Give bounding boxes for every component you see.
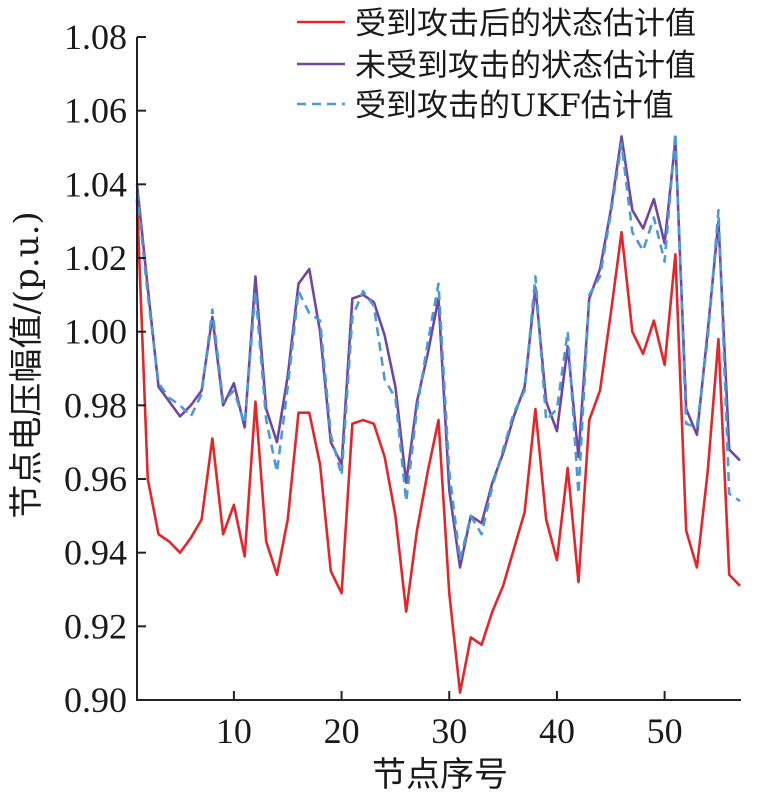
series-layer [135,131,741,694]
y-tick-label: 1.02 [64,238,127,278]
y-axis-title: 节点电压幅值/(p.u.) [7,211,47,518]
legend-label-attacked-estimate: 受到攻击后的状态估计值 [355,6,696,42]
x-axis-title: 节点序号 [372,755,508,794]
x-tick-label: 20 [324,711,360,751]
y-tick-label: 1.06 [64,91,127,131]
legend-label-ukf-estimate: 受到攻击的UKF估计值 [355,88,674,124]
y-tick-label: 1.08 [64,17,127,57]
x-tick-labels: 10 20 30 40 50 [216,711,683,751]
y-tick-labels: 0.90 0.92 0.94 0.96 0.98 1.00 1.02 1.04 1.06 1.08 [64,17,127,720]
x-tick-label: 30 [431,711,467,751]
y-tick-label: 0.96 [64,459,127,499]
series-line-attacked-estimate [135,199,741,694]
tick-marks [137,36,666,701]
series-line-unattacked-estimate [135,135,741,569]
y-tick-label: 1.04 [64,164,127,204]
series-line-ukf-estimate [135,131,741,562]
legend-label-unattacked-estimate: 未受到攻击的状态估计值 [355,48,696,84]
x-tick-label: 10 [216,711,252,751]
y-tick-label: 0.90 [64,680,127,720]
x-tick-label: 40 [539,711,575,751]
y-tick-label: 0.98 [64,385,127,425]
y-tick-label: 0.94 [64,533,127,573]
y-tick-label: 1.00 [64,312,127,352]
legend: 受到攻击后的状态估计值 未受到攻击的状态估计值 受到攻击的UKF估计值 [297,6,696,124]
y-tick-label: 0.92 [64,606,127,646]
x-tick-label: 50 [647,711,683,751]
